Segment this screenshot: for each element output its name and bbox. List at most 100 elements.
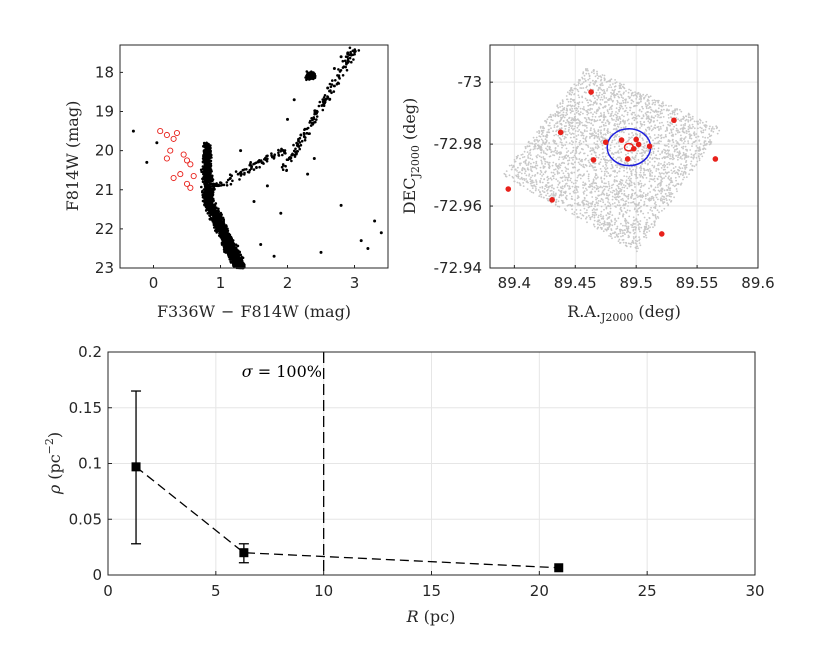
skymap-field-star — [642, 93, 645, 96]
skymap-field-star — [571, 208, 573, 211]
cmd-star-dot — [334, 79, 337, 82]
skymap-field-star — [566, 178, 569, 181]
skymap-field-star — [592, 223, 595, 226]
skymap-field-star — [654, 101, 657, 104]
cmd-field-star — [252, 199, 256, 203]
skymap-field-star — [655, 168, 658, 170]
skymap-field-star — [582, 165, 584, 168]
cmd-star-dot — [213, 226, 216, 229]
skymap-field-star — [590, 185, 593, 187]
skymap-field-star — [561, 99, 564, 101]
skymap-field-star — [622, 101, 625, 104]
skymap-field-star — [606, 89, 608, 92]
cmd-star-dot — [205, 170, 209, 174]
skymap-field-star — [526, 168, 529, 171]
skymap-field-star — [680, 134, 682, 137]
cmd-star-dot — [211, 207, 214, 211]
skymap-field-star — [576, 216, 579, 219]
cmd-field-star — [265, 184, 269, 188]
skymap-field-star — [570, 171, 573, 174]
skymap-field-star — [541, 131, 544, 134]
cmd-star-dot — [290, 153, 293, 157]
skymap-field-star — [643, 203, 646, 206]
cmd-y-tick-label: 23 — [95, 259, 114, 277]
cmd-star-dot — [206, 192, 210, 195]
skymap-field-star — [573, 113, 576, 115]
skymap-field-star — [629, 89, 632, 92]
cmd-field-star — [339, 203, 343, 207]
skymap-field-star — [541, 187, 544, 189]
skymap-field-star — [581, 175, 584, 177]
skymap-field-star — [570, 93, 573, 96]
cmd-star-dot — [210, 203, 214, 206]
skymap-field-star — [599, 200, 602, 203]
skymap-field-star — [615, 127, 618, 130]
skymap-field-star — [594, 166, 597, 169]
cmd-star-dot — [233, 252, 237, 255]
skymap-field-star — [647, 159, 649, 162]
skymap-field-star — [570, 127, 573, 130]
skymap-field-star — [608, 202, 611, 205]
skymap-field-star — [564, 114, 567, 117]
skymap-field-star — [574, 130, 577, 132]
skymap-field-star — [518, 162, 521, 165]
skymap-field-star — [682, 145, 685, 148]
skymap-field-star — [667, 177, 670, 179]
cmd-star-dot — [277, 148, 280, 152]
skymap-field-star — [564, 127, 567, 130]
skymap-field-star — [632, 168, 634, 171]
cmd-star-dot — [222, 246, 226, 249]
skymap-field-star — [528, 175, 530, 177]
skymap-field-star — [545, 120, 548, 123]
cmd-star-dot — [313, 75, 317, 78]
cmd-star-dot — [201, 189, 204, 193]
skymap-field-star — [536, 147, 539, 150]
skymap-field-star — [635, 247, 638, 250]
skymap-field-star — [588, 180, 590, 182]
cmd-field-star — [131, 129, 135, 133]
skymap-field-star — [650, 109, 653, 111]
skymap-field-star — [590, 111, 592, 114]
skymap-field-star — [611, 141, 613, 144]
skymap-field-star — [649, 137, 652, 139]
skymap-field-star — [603, 174, 606, 177]
skymap-field-star — [552, 177, 555, 180]
skymap-field-star — [581, 95, 583, 98]
skymap-field-star — [542, 151, 545, 154]
skymap-field-star — [604, 105, 607, 108]
skymap-field-star — [643, 216, 646, 219]
skymap-field-star — [637, 158, 640, 161]
skymap-field-star — [624, 185, 627, 187]
skymap-field-star — [695, 136, 697, 139]
skymap-field-star — [559, 164, 562, 167]
skymap-field-star — [647, 117, 650, 120]
skymap-field-star — [661, 105, 663, 108]
skymap-field-star — [641, 155, 643, 158]
skymap-field-star — [575, 119, 578, 121]
skymap-field-star — [569, 109, 572, 111]
skymap-field-star — [561, 146, 563, 149]
skymap-field-star — [539, 186, 541, 189]
skymap-field-star — [615, 111, 617, 113]
skymap-field-star — [656, 99, 659, 102]
skymap-field-star — [594, 146, 597, 149]
skymap-field-star — [654, 180, 656, 183]
skymap-field-star — [588, 121, 590, 124]
skymap-field-star — [694, 152, 697, 155]
skymap-field-star — [597, 216, 600, 219]
skymap-field-star — [633, 111, 636, 114]
skymap-field-star — [672, 167, 675, 170]
cmd-star-dot — [226, 178, 230, 182]
skymap-field-star — [702, 131, 705, 134]
skymap-field-star — [693, 131, 696, 134]
skymap-field-star — [601, 193, 603, 195]
skymap-field-star — [532, 161, 535, 164]
skymap-field-star — [598, 163, 601, 166]
skymap-field-star — [581, 159, 583, 161]
skymap-field-star — [644, 145, 646, 147]
skymap-field-star — [597, 156, 600, 159]
skymap-field-star — [582, 187, 585, 189]
skymap-field-star — [593, 97, 596, 100]
skymap-field-star — [584, 182, 587, 185]
skymap-field-star — [647, 95, 650, 98]
